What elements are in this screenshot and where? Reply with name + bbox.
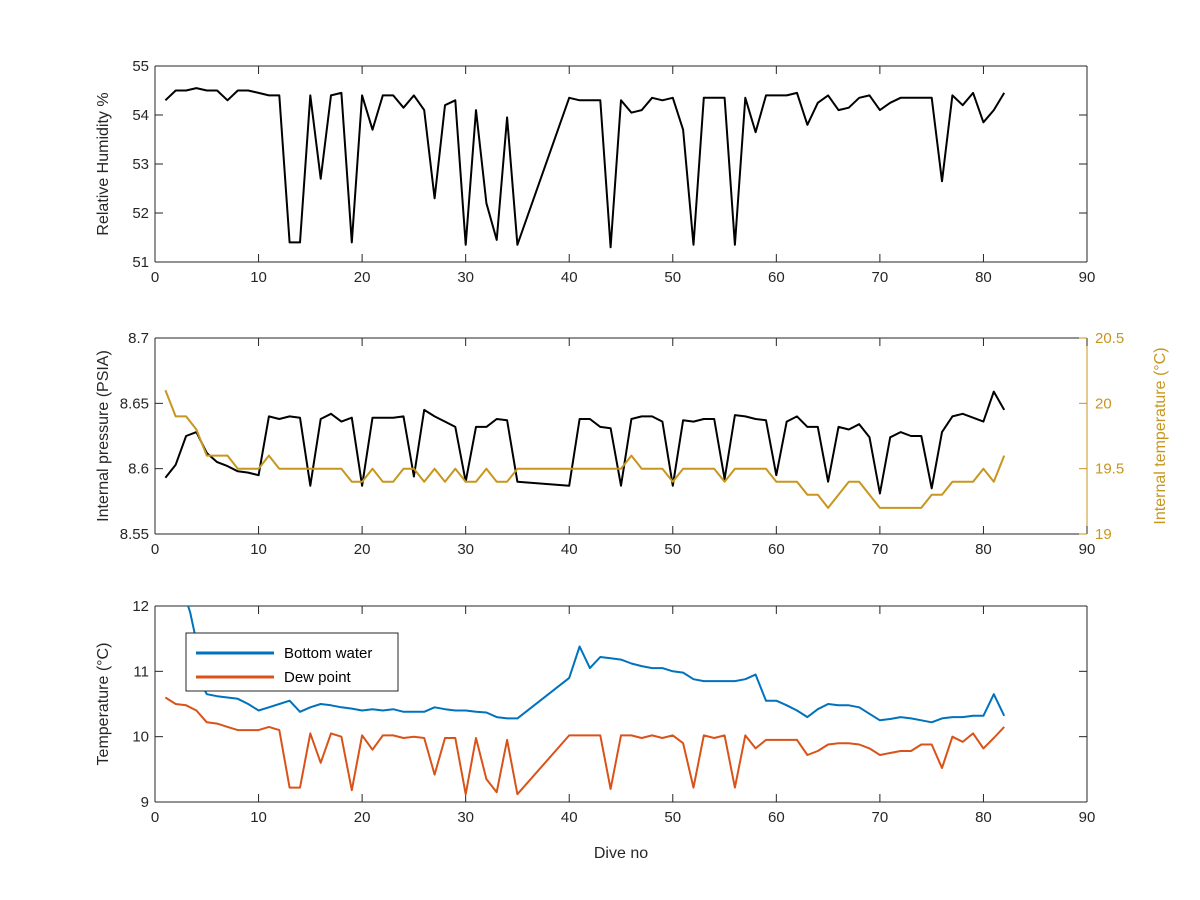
series-1-line bbox=[164, 87, 1006, 249]
y2-tick-label: 19.5 bbox=[1095, 461, 1124, 478]
legend-label: Dew point bbox=[284, 669, 352, 686]
y-tick-label: 11 bbox=[133, 663, 149, 680]
y-tick-label: 8.65 bbox=[120, 395, 149, 412]
y-tick-label: 8.6 bbox=[128, 461, 149, 478]
x-tick-label: 30 bbox=[457, 541, 474, 558]
x-axis-label: Dive no bbox=[594, 845, 648, 862]
x-tick-label: 30 bbox=[457, 269, 474, 286]
x-tick-label: 60 bbox=[768, 809, 785, 826]
x-tick-label: 80 bbox=[975, 809, 992, 826]
y2-tick-label: 20 bbox=[1095, 395, 1112, 412]
x-tick-label: 40 bbox=[561, 541, 578, 558]
y-axis-label: Internal pressure (PSIA) bbox=[95, 350, 112, 522]
y-tick-label: 12 bbox=[132, 598, 149, 615]
x-tick-label: 10 bbox=[250, 269, 267, 286]
x-tick-label: 70 bbox=[872, 809, 889, 826]
chart-panel-1: 0 10 20 30 40 50 60 70 80 90 51 52 53 54 55 Relative Hu… bbox=[95, 58, 1095, 286]
y2-tick-label: 20.5 bbox=[1095, 330, 1124, 347]
x-tick-label: 50 bbox=[664, 269, 681, 286]
y2-axis-label: Internal temperature (°C) bbox=[1152, 347, 1169, 524]
y-axis-label: Temperature (°C) bbox=[95, 643, 112, 766]
y-tick-label: 51 bbox=[132, 254, 149, 271]
x-tick-label: 80 bbox=[975, 541, 992, 558]
series-1-line bbox=[164, 390, 1006, 495]
x-tick-label: 10 bbox=[250, 541, 267, 558]
y-tick-label: 55 bbox=[132, 58, 149, 75]
legend-box bbox=[185, 632, 399, 692]
dew-point-line bbox=[164, 696, 1005, 796]
x-tick-label: 60 bbox=[768, 269, 785, 286]
x-tick-label: 10 bbox=[250, 809, 267, 826]
x-tick-label: 90 bbox=[1079, 269, 1096, 286]
y-tick-label: 54 bbox=[132, 107, 149, 124]
y-tick-label: 8.55 bbox=[120, 526, 149, 543]
bottom-water-line bbox=[187, 606, 1006, 724]
x-tick-label: 50 bbox=[664, 809, 681, 826]
x-tick-label: 0 bbox=[151, 809, 159, 826]
x-tick-label: 50 bbox=[664, 541, 681, 558]
x-tick-label: 60 bbox=[768, 541, 785, 558]
y-tick-label: 53 bbox=[132, 156, 149, 173]
x-tick-label: 70 bbox=[872, 269, 889, 286]
y2-tick-label: 19 bbox=[1095, 526, 1112, 543]
x-tick-label: 0 bbox=[151, 541, 159, 558]
y-tick-label: 52 bbox=[132, 205, 149, 222]
y-tick-label: 10 bbox=[132, 729, 149, 746]
x-tick-label: 90 bbox=[1079, 541, 1096, 558]
x-tick-label: 70 bbox=[872, 541, 889, 558]
x-tick-label: 40 bbox=[561, 269, 578, 286]
x-tick-label: 20 bbox=[354, 809, 371, 826]
y-tick-label: 8.7 bbox=[128, 330, 149, 347]
x-tick-label: 40 bbox=[561, 809, 578, 826]
y-tick-label: 9 bbox=[141, 794, 149, 811]
y-axis-label: Relative Humidity % bbox=[95, 92, 112, 235]
legend: Bottom water Dew point bbox=[185, 632, 399, 692]
x-tick-label: 80 bbox=[975, 269, 992, 286]
series-2-line bbox=[164, 389, 1006, 509]
x-tick-label: 20 bbox=[354, 541, 371, 558]
x-tick-label: 30 bbox=[457, 809, 474, 826]
legend-label: Bottom water bbox=[284, 645, 372, 662]
chart-panel-2: 0 10 20 30 40 50 60 70 80 90 8.55 8.6 8.65 8.7 19 19.5 2… bbox=[95, 330, 1169, 558]
chart-panel-3: 0 10 20 30 40 50 60 70 80 90 9 10 11 12 Temperature (°… bbox=[95, 598, 1095, 862]
x-tick-label: 90 bbox=[1079, 809, 1096, 826]
x-tick-label: 20 bbox=[354, 269, 371, 286]
x-tick-label: 0 bbox=[151, 269, 159, 286]
